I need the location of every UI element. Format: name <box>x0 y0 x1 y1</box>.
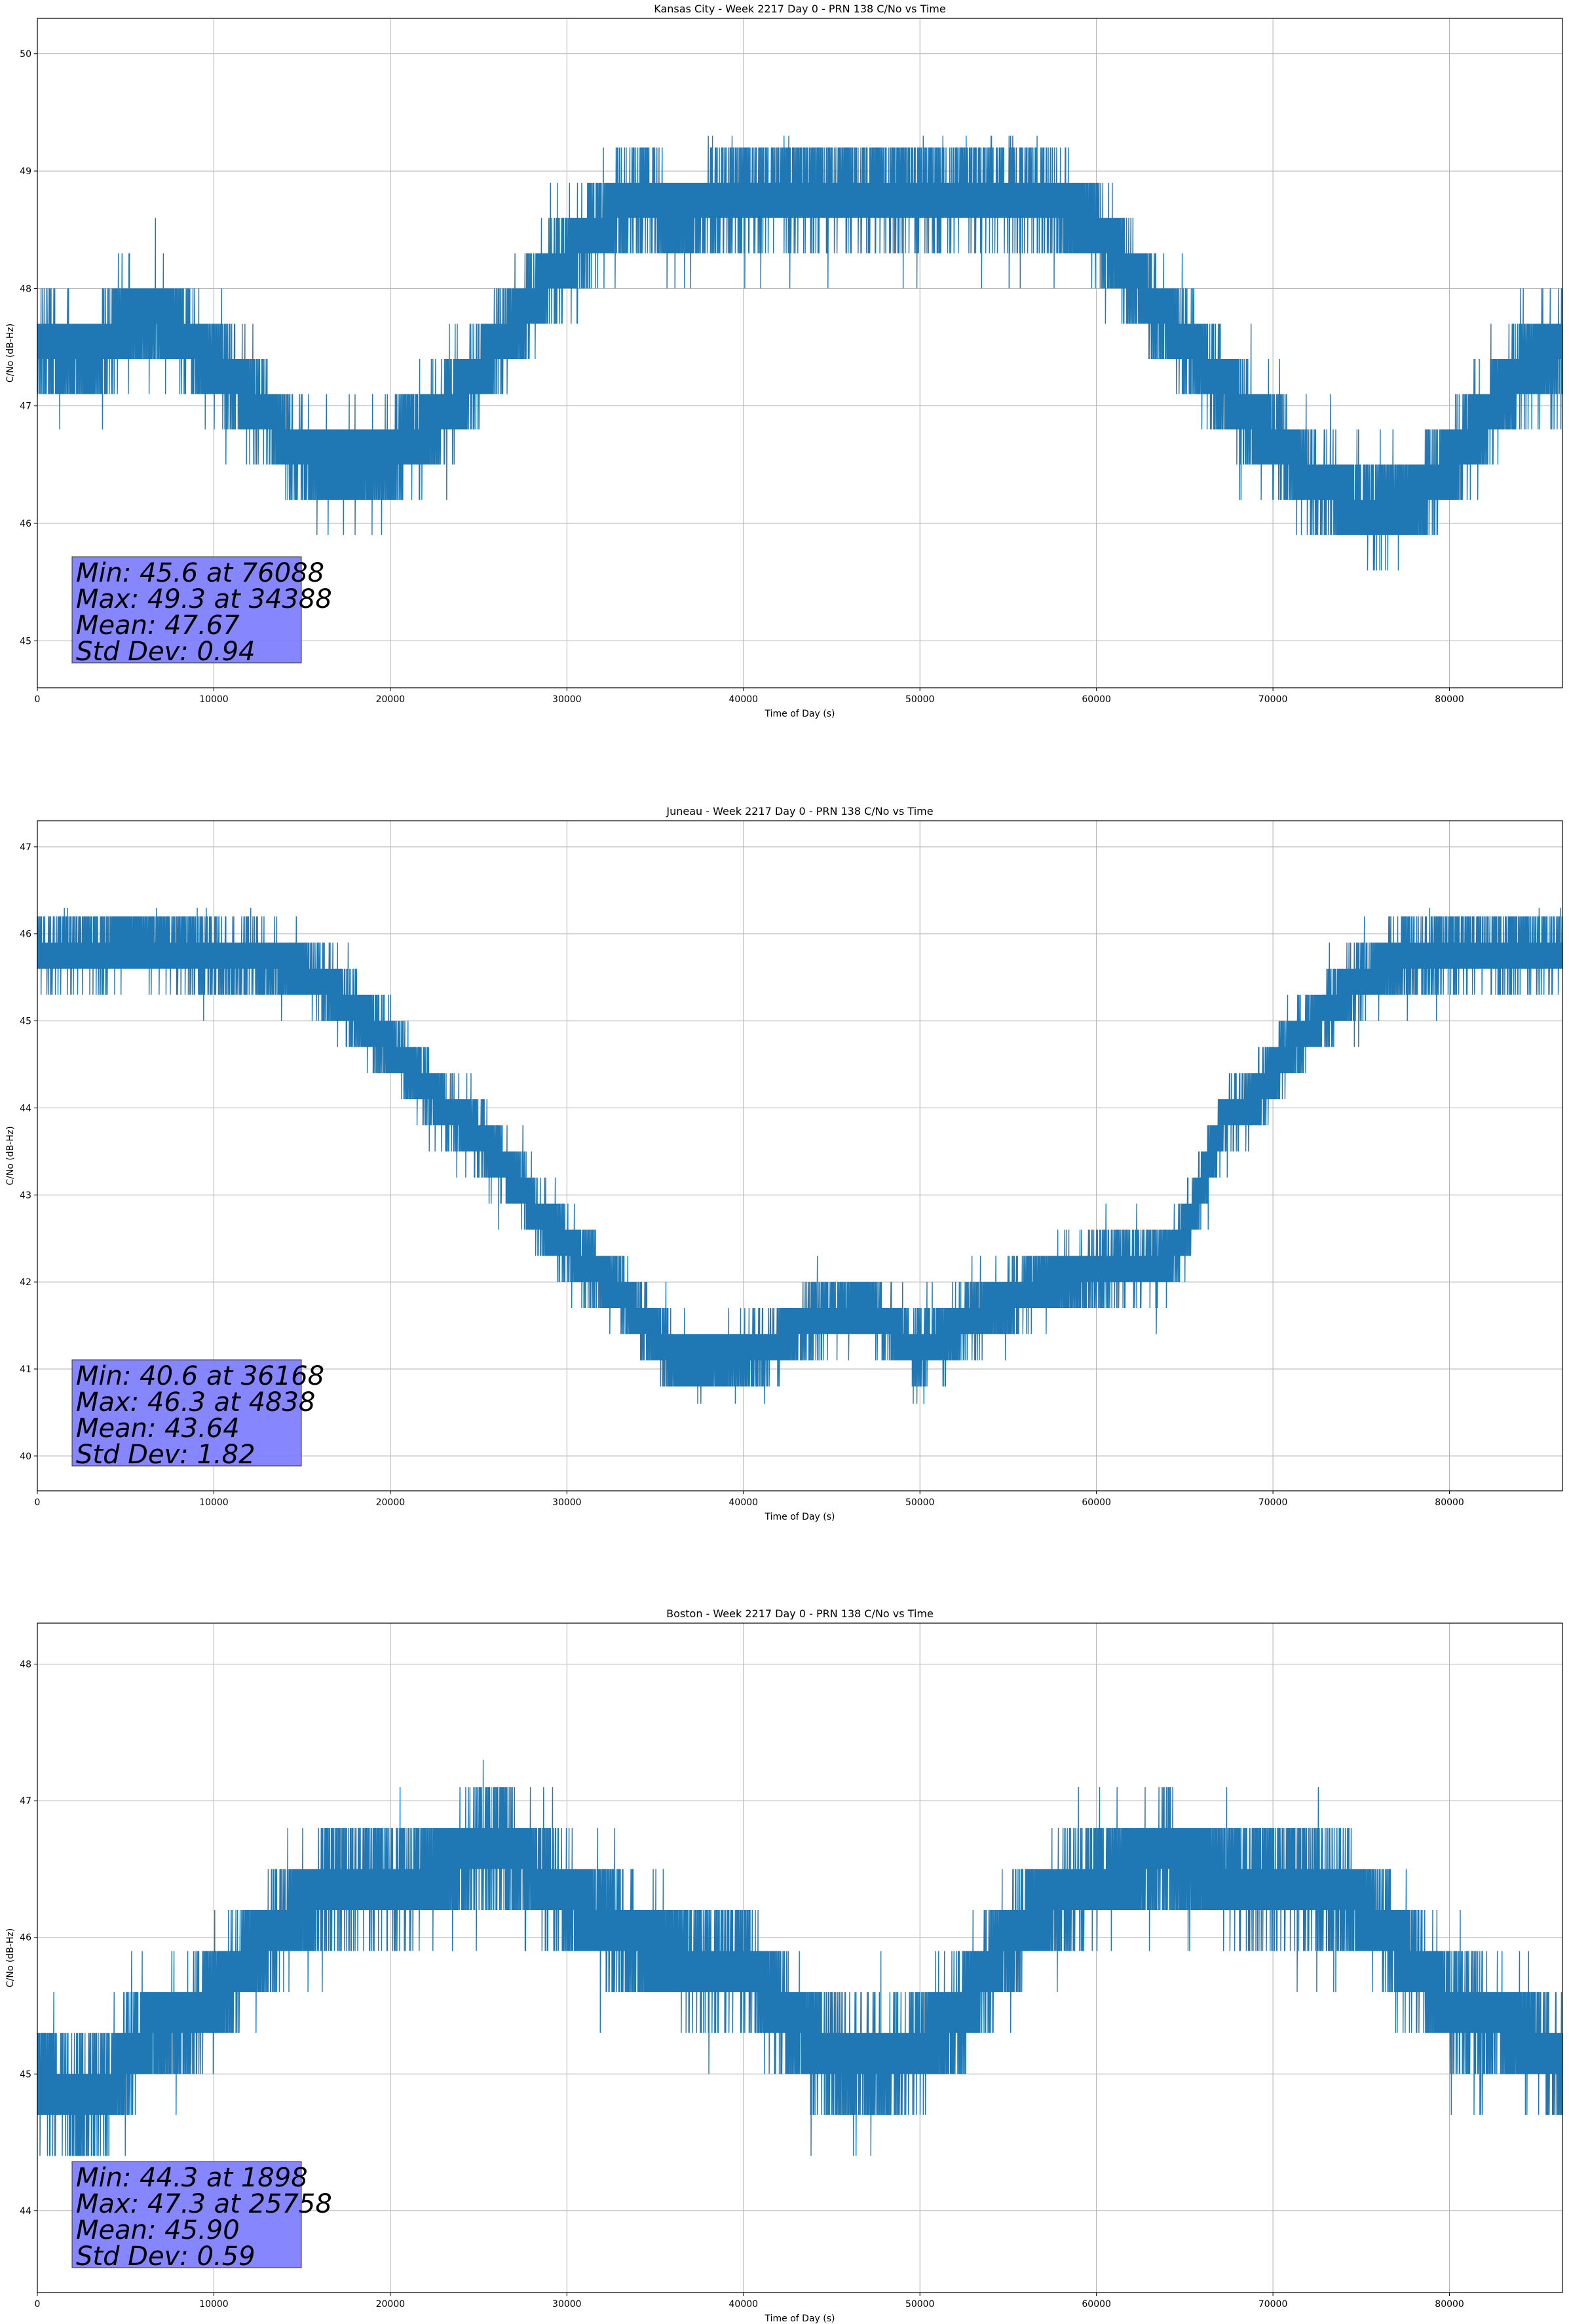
stats-line: Min: 45.6 at 76088 <box>76 558 324 588</box>
y-axis-label: C/No (dB-Hz) <box>5 324 16 383</box>
stats-line: Mean: 47.67 <box>76 610 240 641</box>
series-line <box>37 907 1563 1404</box>
x-tick-label: 80000 <box>1435 694 1464 705</box>
x-tick-label: 70000 <box>1258 1497 1288 1508</box>
x-axis-label: Time of Day (s) <box>765 1512 835 1522</box>
y-tick-label: 50 <box>20 49 31 60</box>
stats-box <box>71 2161 302 2268</box>
y-tick-label: 44 <box>20 2206 31 2217</box>
x-tick-label: 0 <box>35 1497 41 1508</box>
stats-line: Std Dev: 0.59 <box>76 2241 255 2272</box>
x-tick-label: 30000 <box>552 694 582 705</box>
stats-line: Std Dev: 0.94 <box>76 637 255 667</box>
y-tick-label: 43 <box>20 1190 31 1201</box>
stats-line: Std Dev: 1.82 <box>76 1440 255 1470</box>
y-tick-label: 45 <box>20 2069 31 2080</box>
x-tick-label: 0 <box>35 2299 41 2310</box>
y-tick-label: 46 <box>20 1933 31 1943</box>
x-tick-label: 70000 <box>1258 2299 1288 2310</box>
x-tick-label: 30000 <box>552 2299 582 2310</box>
axes-frame <box>37 1622 1563 2293</box>
series-line <box>37 1759 1563 2156</box>
y-tick-label: 46 <box>20 519 31 529</box>
stats-line: Max: 46.3 at 4838 <box>76 1387 315 1417</box>
y-tick-label: 48 <box>20 284 31 294</box>
stats-line: Min: 40.6 at 36168 <box>76 1361 324 1391</box>
chart-panel-2: 0 10000 20000 30000 40000 50000 60000 70000 8000… <box>5 805 1563 1522</box>
axes-frame <box>37 18 1563 688</box>
x-tick-label: 60000 <box>1082 1497 1111 1508</box>
x-tick-label: 10000 <box>199 694 229 705</box>
y-tick-label: 44 <box>20 1103 31 1114</box>
chart-panel-3: 0 10000 20000 30000 40000 50000 60000 70000 8000… <box>5 1607 1563 2324</box>
y-tick-label: 49 <box>20 166 31 177</box>
x-tick-label: 70000 <box>1258 694 1288 705</box>
y-tick-label: 46 <box>20 929 31 940</box>
x-tick-label: 50000 <box>905 694 935 705</box>
stats-line: Min: 44.3 at 1898 <box>76 2163 308 2193</box>
y-tick-label: 41 <box>20 1364 31 1375</box>
chart-title: Kansas City - Week 2217 Day 0 - PRN 138 … <box>654 3 945 15</box>
y-tick-label: 47 <box>20 842 31 853</box>
x-tick-label: 20000 <box>376 1497 406 1508</box>
x-tick-label: 10000 <box>199 1497 229 1508</box>
stats-box <box>71 1359 302 1467</box>
x-tick-label: 10000 <box>199 2299 229 2310</box>
axes-frame <box>37 820 1563 1491</box>
chart-title: Juneau - Week 2217 Day 0 - PRN 138 C/No … <box>666 805 933 817</box>
x-tick-label: 40000 <box>729 1497 759 1508</box>
y-axis-label: C/No (dB-Hz) <box>5 1126 16 1185</box>
x-tick-label: 40000 <box>729 2299 759 2310</box>
y-tick-label: 42 <box>20 1277 31 1288</box>
x-axis-label: Time of Day (s) <box>765 709 835 719</box>
stats-line: Mean: 45.90 <box>76 2215 240 2245</box>
x-axis-label: Time of Day (s) <box>765 2314 835 2324</box>
x-tick-label: 0 <box>35 694 41 705</box>
y-tick-label: 48 <box>20 1660 31 1670</box>
y-axis-label: C/No (dB-Hz) <box>5 1928 16 1987</box>
x-tick-label: 50000 <box>905 2299 935 2310</box>
y-tick-label: 47 <box>20 1796 31 1807</box>
x-tick-label: 30000 <box>552 1497 582 1508</box>
x-tick-label: 80000 <box>1435 1497 1464 1508</box>
series-line <box>37 136 1563 571</box>
stats-line: Max: 47.3 at 25758 <box>76 2189 332 2219</box>
x-tick-label: 80000 <box>1435 2299 1464 2310</box>
y-tick-label: 40 <box>20 1452 31 1462</box>
stats-box <box>71 556 302 664</box>
x-tick-label: 50000 <box>905 1497 935 1508</box>
x-tick-label: 20000 <box>376 694 406 705</box>
y-tick-label: 47 <box>20 402 31 412</box>
x-tick-label: 60000 <box>1082 694 1111 705</box>
x-tick-label: 40000 <box>729 694 759 705</box>
x-tick-label: 60000 <box>1082 2299 1111 2310</box>
y-tick-label: 45 <box>20 636 31 647</box>
stats-line: Max: 49.3 at 34388 <box>76 584 332 614</box>
x-tick-label: 20000 <box>376 2299 406 2310</box>
stats-line: Mean: 43.64 <box>76 1414 240 1444</box>
chart-title: Boston - Week 2217 Day 0 - PRN 138 C/No … <box>666 1607 934 1620</box>
y-tick-label: 45 <box>20 1017 31 1027</box>
chart-panel-1: 0 10000 20000 30000 40000 50000 60000 70000 8000… <box>5 3 1563 719</box>
